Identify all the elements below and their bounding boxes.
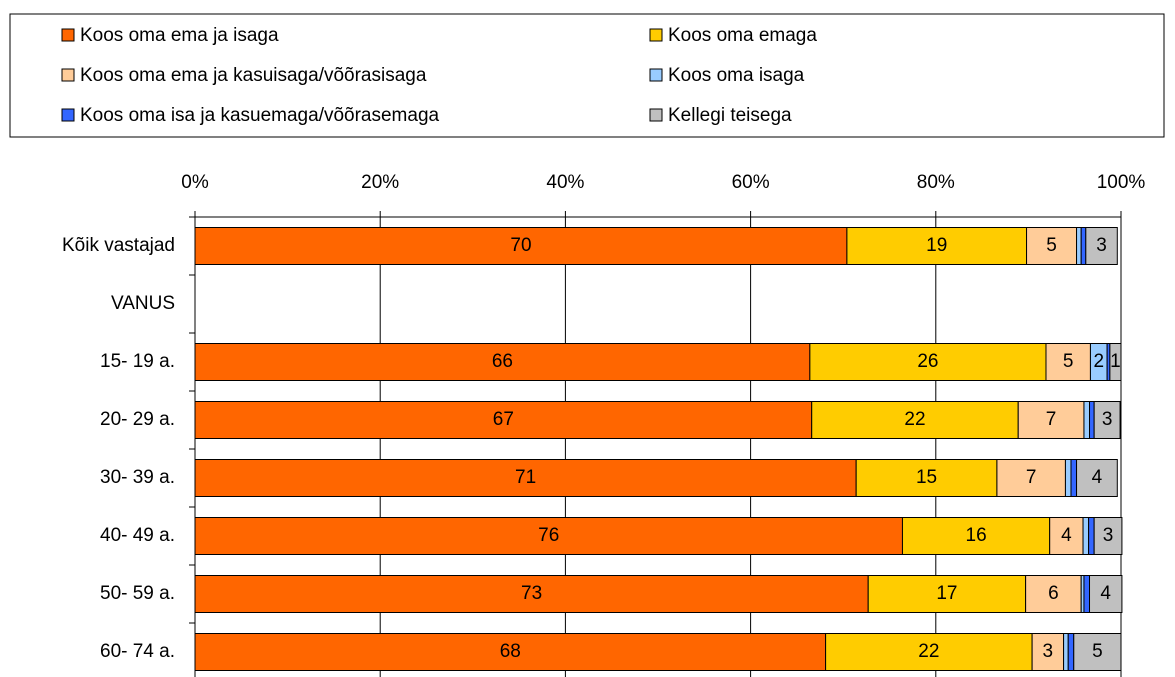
bar-segment [1088, 517, 1095, 555]
y-tick-label: 30- 39 a. [100, 467, 175, 488]
y-tick-label: 60- 74 a. [100, 641, 175, 662]
bar-segment [901, 517, 1051, 555]
legend-swatch [61, 68, 75, 82]
y-tick-label: 50- 59 a. [100, 583, 175, 604]
data-label: 5 [1046, 235, 1057, 256]
x-tick-label: 60% [732, 172, 770, 193]
bar-segment [1076, 227, 1082, 265]
y-tick-label: 15- 19 a. [100, 351, 175, 372]
legend-label: Koos oma emaga [668, 25, 817, 46]
y-tick-label: 20- 29 a. [100, 409, 175, 430]
legend-label: Koos oma isa ja kasuemaga/võõrasemaga [80, 105, 440, 126]
bar-segment [1076, 459, 1118, 497]
bar-segment [809, 343, 1047, 381]
y-tick-label: 40- 49 a. [100, 525, 175, 546]
legend-swatch [61, 28, 75, 42]
bar-segment [1085, 227, 1118, 265]
x-tick-label: 80% [917, 172, 955, 193]
bar-segment [194, 633, 827, 671]
bar-segment [1026, 227, 1078, 265]
data-label: 68 [500, 641, 521, 662]
data-label: 4 [1061, 525, 1072, 546]
data-label: 66 [492, 351, 513, 372]
data-label: 70 [510, 235, 531, 256]
bar-segment [1080, 227, 1087, 265]
data-label: 76 [538, 525, 559, 546]
bar-segment [194, 459, 857, 497]
legend-swatch [61, 108, 75, 122]
bar-segment [996, 459, 1066, 497]
data-label: 2 [1093, 351, 1104, 372]
bar-segment [194, 575, 869, 613]
data-label: 19 [926, 235, 947, 256]
data-label: 22 [904, 409, 925, 430]
bar-segment [194, 401, 813, 439]
bar-segment [1093, 517, 1123, 555]
data-label: 7 [1026, 467, 1037, 488]
data-label: 17 [936, 583, 957, 604]
legend-label: Koos oma ema ja isaga [80, 25, 279, 46]
data-label: 22 [918, 641, 939, 662]
bar-segment [846, 227, 1028, 265]
data-label: 26 [917, 351, 938, 372]
data-label: 71 [515, 467, 536, 488]
data-label: 1 [1110, 351, 1121, 372]
legend-swatch [649, 28, 663, 42]
bar-segment [855, 459, 998, 497]
data-label: 3 [1096, 235, 1107, 256]
data-label: 6 [1048, 583, 1059, 604]
data-label: 73 [521, 583, 542, 604]
legend-label: Koos oma ema ja kasuisaga/võõrasisaga [80, 65, 427, 86]
legend-box [9, 13, 1165, 138]
legend-label: Kellegi teisega [668, 105, 792, 126]
bar-segment [1083, 401, 1091, 439]
bar-segment [1049, 517, 1084, 555]
data-label: 5 [1092, 641, 1103, 662]
data-label: 5 [1063, 351, 1074, 372]
bar-segment [867, 575, 1027, 613]
legend-swatch [649, 68, 663, 82]
bar-segment [194, 343, 811, 381]
bar-segment [194, 517, 903, 555]
bar-segment [1073, 633, 1122, 671]
data-label: 15 [916, 467, 937, 488]
bar-segment [1093, 401, 1121, 439]
bar-segment [1082, 517, 1090, 555]
bar-segment [1089, 575, 1123, 613]
data-label: 3 [1103, 525, 1114, 546]
bar-segment [1045, 343, 1091, 381]
bar-segment [1109, 343, 1122, 381]
data-label: 4 [1100, 583, 1111, 604]
data-label: 3 [1043, 641, 1054, 662]
bar-segment [811, 401, 1019, 439]
bar-segment [1070, 459, 1078, 497]
x-tick-label: 40% [546, 172, 584, 193]
x-tick-label: 20% [361, 172, 399, 193]
y-tick-label: Kõik vastajad [62, 235, 175, 256]
data-label: 3 [1102, 409, 1113, 430]
data-label: 7 [1046, 409, 1057, 430]
bar-segment [1063, 633, 1069, 671]
bar-segment [825, 633, 1033, 671]
bar-segment [1089, 401, 1095, 439]
bar-segment [1083, 575, 1091, 613]
bar-segment [1067, 633, 1075, 671]
y-tick-label: VANUS [111, 293, 175, 314]
x-tick-label: 0% [181, 172, 209, 193]
data-label: 67 [493, 409, 514, 430]
data-label: 16 [966, 525, 987, 546]
legend-swatch [649, 108, 663, 122]
legend-label: Koos oma isaga [668, 65, 805, 86]
x-tick-label: 100% [1097, 172, 1146, 193]
bar-segment [1025, 575, 1082, 613]
bar-segment [1064, 459, 1072, 497]
data-label: 4 [1092, 467, 1103, 488]
bar-segment [1017, 401, 1085, 439]
